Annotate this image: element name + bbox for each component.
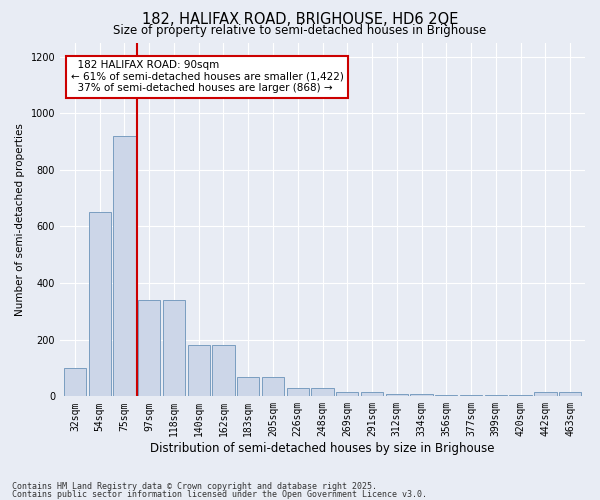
- X-axis label: Distribution of semi-detached houses by size in Brighouse: Distribution of semi-detached houses by …: [150, 442, 495, 455]
- Bar: [89, 212, 111, 396]
- Bar: [361, 392, 383, 396]
- Text: Size of property relative to semi-detached houses in Brighouse: Size of property relative to semi-detach…: [113, 24, 487, 37]
- Y-axis label: Number of semi-detached properties: Number of semi-detached properties: [15, 123, 25, 316]
- Text: Contains HM Land Registry data © Crown copyright and database right 2025.: Contains HM Land Registry data © Crown c…: [12, 482, 377, 491]
- Bar: [138, 300, 160, 396]
- Bar: [113, 136, 136, 396]
- Bar: [460, 395, 482, 396]
- Bar: [410, 394, 433, 396]
- Bar: [485, 395, 507, 396]
- Bar: [188, 346, 210, 397]
- Bar: [237, 376, 259, 396]
- Bar: [386, 394, 408, 396]
- Text: 182, HALIFAX ROAD, BRIGHOUSE, HD6 2QE: 182, HALIFAX ROAD, BRIGHOUSE, HD6 2QE: [142, 12, 458, 28]
- Bar: [287, 388, 309, 396]
- Bar: [163, 300, 185, 396]
- Text: 182 HALIFAX ROAD: 90sqm  
← 61% of semi-detached houses are smaller (1,422)
  37: 182 HALIFAX ROAD: 90sqm ← 61% of semi-de…: [71, 60, 343, 94]
- Bar: [336, 392, 358, 396]
- Bar: [262, 376, 284, 396]
- Text: Contains public sector information licensed under the Open Government Licence v3: Contains public sector information licen…: [12, 490, 427, 499]
- Bar: [64, 368, 86, 396]
- Bar: [559, 392, 581, 396]
- Bar: [212, 346, 235, 397]
- Bar: [311, 388, 334, 396]
- Bar: [509, 395, 532, 396]
- Bar: [534, 392, 557, 396]
- Bar: [435, 395, 457, 396]
